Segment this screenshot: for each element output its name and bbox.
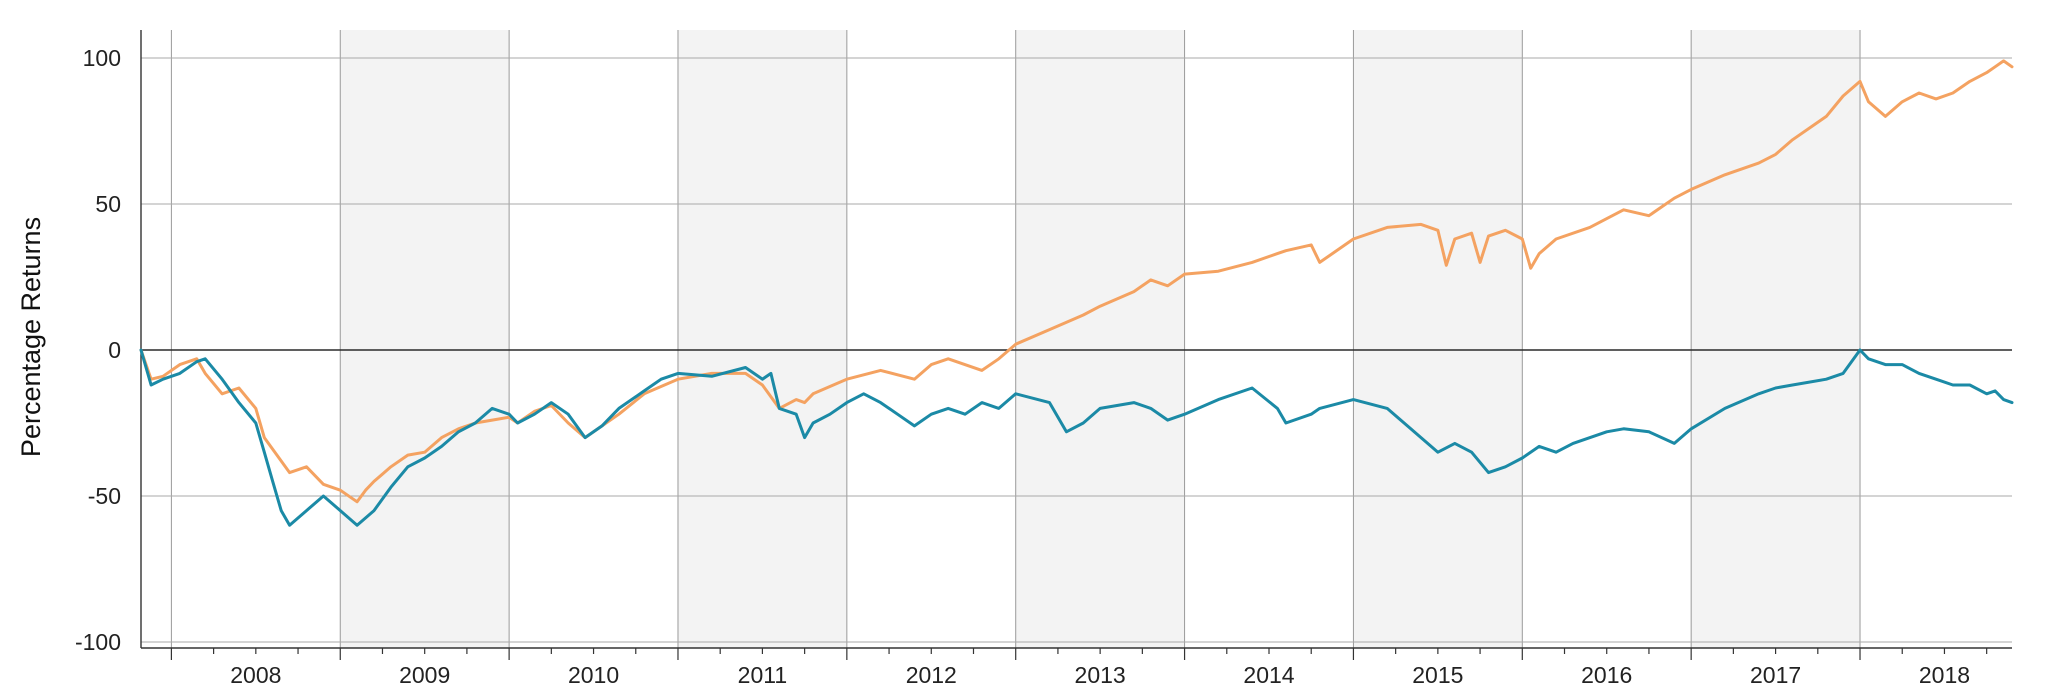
series-line-1 xyxy=(139,59,2014,504)
shaded-band-2009 xyxy=(340,30,510,648)
x-tick-label-2009: 2009 xyxy=(399,662,450,688)
y-tick-label: -100 xyxy=(75,629,121,655)
x-tick-label-2010: 2010 xyxy=(568,662,619,688)
x-tick-label-2015: 2015 xyxy=(1412,662,1463,688)
vertical-gridlines xyxy=(170,30,1861,648)
shaded-band-2015 xyxy=(1353,30,1523,648)
x-tick-label-2011: 2011 xyxy=(738,662,787,688)
shaded-year-bands xyxy=(340,30,1861,648)
x-tick-label-2014: 2014 xyxy=(1243,662,1294,688)
x-axis: 2008 2009 2010 2011 2012 2013 2014 2015 2016 2017… xyxy=(140,30,2012,688)
x-tick-label-2008: 2008 xyxy=(230,662,281,688)
series-lines xyxy=(139,59,2014,527)
y-axis-ticks: 100 50 0 -50 -100 xyxy=(75,45,121,655)
x-tick-label-2012: 2012 xyxy=(906,662,957,688)
horizontal-gridlines xyxy=(141,57,2012,643)
series-line-2 xyxy=(139,348,2014,527)
shaded-band-2011 xyxy=(677,30,847,648)
y-axis-title: Percentage Returns xyxy=(16,217,46,457)
y-tick-label: 0 xyxy=(108,337,121,363)
y-tick-label: 50 xyxy=(95,191,121,217)
y-tick-label: -50 xyxy=(88,483,121,509)
x-tick-label-2017: 2017 xyxy=(1750,662,1801,688)
x-tick-label-2018: 2018 xyxy=(1919,662,1970,688)
x-tick-label-2013: 2013 xyxy=(1075,662,1126,688)
shaded-band-2017 xyxy=(1691,30,1861,648)
x-tick-label-2016: 2016 xyxy=(1581,662,1632,688)
y-tick-label: 100 xyxy=(83,45,121,71)
shaded-band-2013 xyxy=(1015,30,1185,648)
